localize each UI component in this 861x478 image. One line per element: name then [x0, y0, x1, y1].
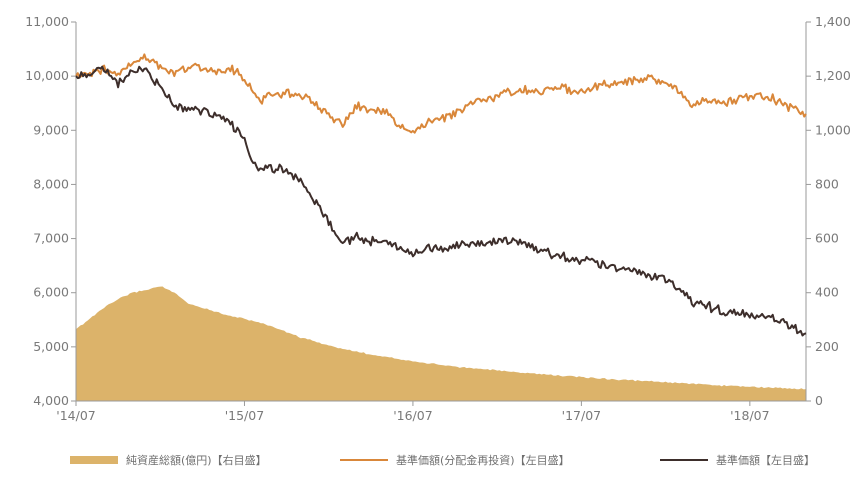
y-right-tick-label: 200: [815, 339, 839, 354]
legend: 純資産総額(億円)【右目盛】 基準価額(分配金再投資)【左目盛】 基準価額【左目盛】: [70, 453, 815, 467]
legend-item: 基準価額【左目盛】: [660, 453, 815, 467]
legend-item: 純資産総額(億円)【右目盛】: [70, 453, 267, 467]
x-tick-label: '17/07: [562, 408, 601, 423]
y-left-tick-label: 4,000: [33, 393, 69, 408]
y-right-tick-label: 600: [815, 231, 839, 246]
legend-label: 基準価額(分配金再投資)【左目盛】: [396, 453, 570, 467]
axes-layer: [75, 22, 807, 402]
y-left-tick-label: 8,000: [33, 176, 69, 191]
y-left-tick-label: 7,000: [33, 231, 69, 246]
legend-label: 純資産総額(億円)【右目盛】: [126, 453, 267, 467]
x-tick-label: '14/07: [56, 408, 95, 423]
y-left-tick-label: 6,000: [33, 285, 69, 300]
series-line-nav-reinvested: [75, 53, 807, 134]
y-left-tick-label: 10,000: [25, 68, 69, 83]
legend-label: 基準価額【左目盛】: [716, 453, 815, 467]
x-tick-label: '15/07: [225, 408, 264, 423]
y-right-tick-label: 1,000: [815, 122, 851, 137]
area-layer: [76, 286, 806, 401]
y-left-tick-label: 11,000: [25, 14, 69, 29]
series-area-net-assets: [76, 286, 806, 401]
y-right-tick-label: 800: [815, 176, 839, 191]
ticks-layer: 4,000 5,000 6,000 7,000 8,000 9,000 10,000 11,0…: [25, 14, 851, 423]
x-tick-label: '18/07: [730, 408, 769, 423]
legend-swatch: [70, 456, 118, 464]
x-tick-label: '16/07: [393, 408, 432, 423]
y-right-tick-label: 0: [815, 393, 823, 408]
y-right-tick-label: 1,400: [815, 14, 851, 29]
y-left-tick-label: 9,000: [33, 122, 69, 137]
y-right-tick-label: 400: [815, 285, 839, 300]
legend-item: 基準価額(分配金再投資)【左目盛】: [340, 453, 570, 467]
lines-layer: [75, 53, 807, 337]
y-left-tick-label: 5,000: [33, 339, 69, 354]
y-right-tick-label: 1,200: [815, 68, 851, 83]
series-line-nav: [75, 65, 807, 337]
